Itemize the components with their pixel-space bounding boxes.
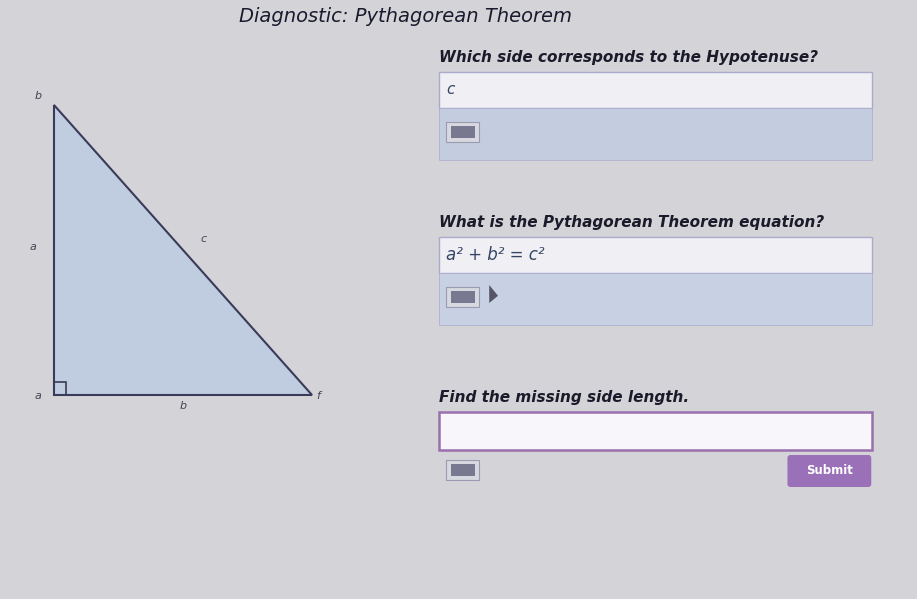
Text: c: c [200,234,206,244]
Text: Find the missing side length.: Find the missing side length. [438,390,689,405]
Text: c: c [447,83,455,98]
Bar [438,237,872,273]
Bar [447,460,480,480]
Bar [438,412,872,450]
Polygon shape [490,285,498,303]
Text: Diagnostic: Pythagorean Theorem: Diagnostic: Pythagorean Theorem [238,7,572,26]
Text: f: f [316,391,321,401]
Bar [447,287,480,307]
Bar [438,273,872,325]
Text: a² + b² = c²: a² + b² = c² [447,246,545,264]
Text: Submit: Submit [806,464,853,477]
Text: What is the Pythagorean Theorem equation?: What is the Pythagorean Theorem equation… [438,215,823,230]
Polygon shape [53,105,312,395]
Bar [451,126,475,138]
FancyBboxPatch shape [788,455,871,487]
Bar [451,291,475,303]
Text: a: a [35,391,42,401]
Bar [438,72,872,108]
Bar [438,108,872,160]
Text: a: a [29,242,36,252]
Text: b: b [179,401,186,411]
Bar [451,464,475,476]
Text: Which side corresponds to the Hypotenuse?: Which side corresponds to the Hypotenuse… [438,50,818,65]
Text: b: b [35,91,42,101]
Bar [447,122,480,142]
